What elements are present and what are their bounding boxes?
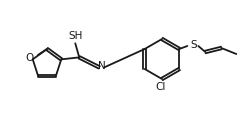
Text: O: O [25,53,33,63]
Text: Cl: Cl [156,82,166,92]
Text: S: S [190,40,197,50]
Text: SH: SH [68,31,82,41]
Text: N: N [98,61,106,71]
